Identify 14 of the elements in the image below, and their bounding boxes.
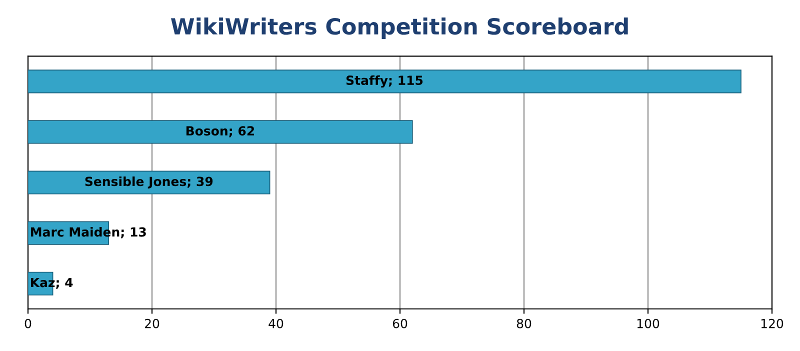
x-tick-label: 100 bbox=[637, 318, 660, 328]
x-tick-label: 80 bbox=[516, 318, 532, 328]
x-tick-label: 20 bbox=[144, 318, 160, 328]
bar bbox=[28, 70, 742, 94]
data-label: Staffy; 115 bbox=[346, 75, 423, 88]
x-tick-label: 0 bbox=[24, 318, 32, 328]
x-tick-label: 60 bbox=[392, 318, 408, 328]
data-label: Sensible Jones; 39 bbox=[85, 176, 213, 188]
chart-title: WikiWriters Competition Scoreboard bbox=[170, 18, 628, 40]
bar bbox=[28, 120, 413, 144]
x-tick-label: 40 bbox=[268, 318, 284, 328]
data-label: Boson; 62 bbox=[186, 126, 254, 138]
x-tick-label: 120 bbox=[761, 318, 784, 328]
bar bbox=[28, 170, 270, 194]
